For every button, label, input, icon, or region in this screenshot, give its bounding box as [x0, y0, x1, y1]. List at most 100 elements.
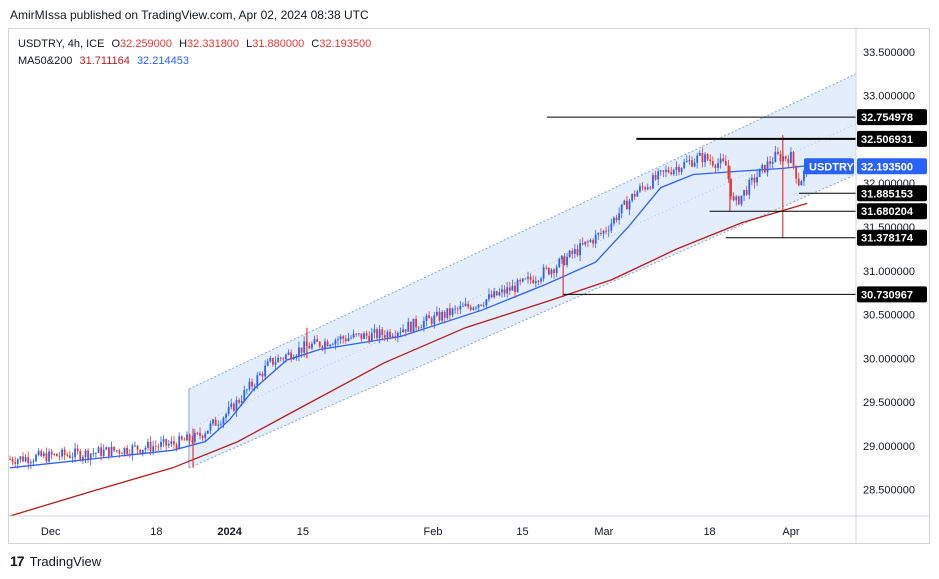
candle-body	[740, 195, 743, 205]
candle-body	[318, 341, 321, 347]
candle-body	[402, 329, 404, 333]
candle-body	[162, 439, 165, 442]
candle-body	[503, 289, 506, 294]
candle-body	[186, 434, 188, 441]
chart-frame	[8, 28, 930, 544]
candle-body	[516, 280, 519, 293]
candle-body	[100, 447, 103, 457]
candle-body	[717, 163, 719, 168]
candle-body	[652, 175, 654, 189]
candle-body	[649, 187, 652, 189]
candle-body	[735, 196, 738, 201]
candle-body	[409, 321, 412, 332]
candle-body	[277, 357, 280, 363]
candle-body	[797, 178, 800, 186]
candle-body	[753, 177, 756, 183]
candle-body	[269, 357, 272, 362]
candle-body	[706, 154, 709, 160]
candle-body	[45, 453, 48, 462]
ma50-line	[9, 165, 808, 469]
time-tick-label: 15	[516, 526, 528, 538]
candle-body	[469, 306, 472, 310]
candle-body	[157, 446, 160, 448]
candle-body	[545, 267, 548, 269]
candle-body	[368, 335, 371, 342]
tradingview-logo-icon: 17	[10, 553, 25, 569]
candle-body	[571, 250, 574, 254]
candle-body	[209, 423, 212, 431]
candle-body	[170, 441, 173, 444]
price-tick-label: 29.500000	[863, 397, 915, 409]
candle-body	[24, 457, 27, 462]
candle-body	[756, 177, 758, 183]
legend-ma-label[interactable]: MA50&200	[18, 55, 73, 67]
candle-body	[581, 243, 584, 245]
time-axis[interactable]: Dec 18 2024 15 Feb 15 Mar 18 Apr	[8, 515, 930, 538]
candle-body	[790, 151, 792, 163]
candle-body	[105, 447, 108, 450]
candle-body	[89, 453, 92, 460]
candle-body	[279, 357, 282, 359]
candle-body	[727, 165, 730, 179]
price-tick-label: 33.000000	[863, 91, 915, 103]
candle-body	[766, 161, 769, 173]
candle-body	[76, 448, 79, 451]
candle-body	[147, 441, 149, 448]
candle-body	[685, 161, 688, 163]
candle-body	[295, 355, 298, 359]
candle-body	[659, 170, 662, 172]
channel-lower-edge	[188, 174, 857, 469]
candle-body	[576, 248, 579, 256]
candle-body	[334, 340, 337, 345]
candle-body	[563, 255, 566, 265]
candle-body	[394, 336, 397, 338]
candle-body	[115, 450, 118, 452]
candle-body	[636, 191, 639, 197]
candle-body	[27, 457, 30, 464]
candle-body	[529, 276, 532, 280]
candle-body	[399, 332, 402, 333]
candle-body	[316, 339, 319, 342]
candle-body	[732, 196, 735, 201]
price-axis[interactable]: 28.500000 29.000000 29.500000 30.000000 30.5…	[855, 28, 915, 544]
candle-body	[688, 160, 691, 162]
candle-body	[128, 453, 131, 455]
legend-symbol[interactable]: USDTRY, 4h, ICE	[18, 38, 105, 50]
horizontal-levels[interactable]: 32.754978 32.506931 31.885153 31.680204 31.3…	[546, 109, 927, 303]
candle-body	[282, 358, 285, 360]
candle-body	[19, 456, 22, 460]
level-tag	[857, 109, 927, 126]
candle-body	[537, 281, 540, 283]
candle-body	[219, 423, 222, 425]
candle-body	[272, 357, 274, 365]
price-tick-label: 33.500000	[863, 47, 915, 59]
candle-body	[266, 361, 269, 366]
candle-body	[360, 333, 363, 339]
candle-body	[779, 153, 782, 162]
candle-body	[792, 151, 795, 166]
candle-body	[724, 161, 727, 166]
candle-body	[610, 223, 613, 231]
candle-body	[597, 233, 600, 235]
candle-body	[339, 336, 342, 340]
candle-body	[550, 269, 553, 275]
candle-body	[701, 152, 704, 163]
legend-ma-row: MA50&200 31.711164 32.214453	[18, 53, 375, 70]
candle-body	[352, 333, 355, 338]
candle-body	[417, 327, 420, 329]
candle-body	[573, 248, 576, 254]
candle-body	[745, 190, 748, 195]
candle-body	[61, 449, 63, 457]
level-tag-label: 31.378174	[861, 233, 914, 245]
candle-body	[628, 200, 631, 210]
candle-body	[285, 354, 287, 360]
footer-brand[interactable]: TradingView	[29, 553, 102, 569]
candle-body	[714, 165, 717, 168]
candle-body	[459, 306, 462, 310]
candle-body	[308, 345, 311, 349]
candle-body	[592, 240, 594, 244]
legend-ma50-value: 31.711164	[79, 55, 130, 67]
publisher-header: AmirMIssa published on TradingView.com, …	[10, 8, 369, 22]
candle-body	[646, 187, 649, 190]
